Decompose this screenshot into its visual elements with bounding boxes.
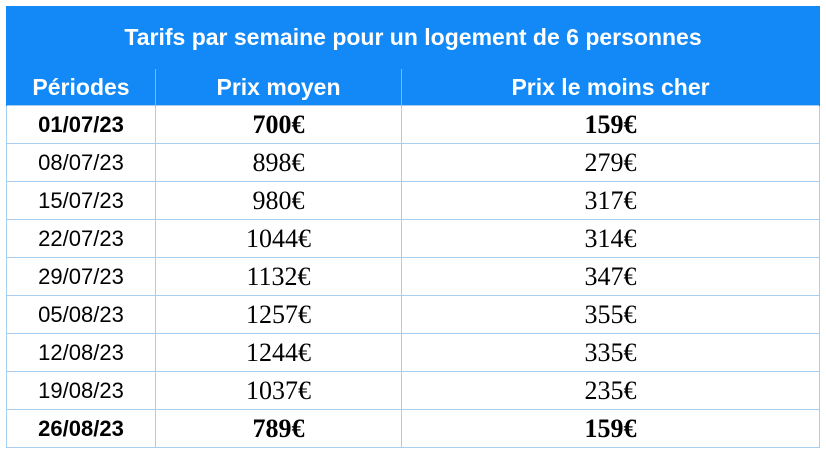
header-periodes: Périodes <box>6 68 156 106</box>
period-cell: 01/07/23 <box>6 105 156 144</box>
avg-price-cell: 1244€ <box>155 333 402 372</box>
min-price-cell: 159€ <box>400 105 821 144</box>
avg-price-cell: 1257€ <box>155 295 402 334</box>
period-cell: 26/08/23 <box>6 409 156 448</box>
header-prix-moins-cher: Prix le moins cher <box>400 68 821 106</box>
table-row: 19/08/23 1037€ 235€ <box>6 371 821 410</box>
min-price-cell: 159€ <box>400 409 821 448</box>
min-price-cell: 347€ <box>400 257 821 296</box>
avg-price-cell: 700€ <box>155 105 402 144</box>
avg-price-cell: 1132€ <box>155 257 402 296</box>
min-price-cell: 235€ <box>400 371 821 410</box>
table-row: 01/07/23 700€ 159€ <box>6 105 821 144</box>
table-row: 12/08/23 1244€ 335€ <box>6 333 821 372</box>
avg-price-cell: 1044€ <box>155 219 402 258</box>
table-title: Tarifs par semaine pour un logement de 6… <box>5 6 821 69</box>
avg-price-cell: 898€ <box>155 143 402 182</box>
period-cell: 08/07/23 <box>6 143 156 182</box>
price-table: Tarifs par semaine pour un logement de 6… <box>5 6 821 448</box>
period-cell: 15/07/23 <box>6 181 156 220</box>
header-prix-moyen: Prix moyen <box>155 68 402 106</box>
period-cell: 29/07/23 <box>6 257 156 296</box>
avg-price-cell: 1037€ <box>155 371 402 410</box>
period-cell: 05/08/23 <box>6 295 156 334</box>
table-row: 08/07/23 898€ 279€ <box>6 143 821 182</box>
avg-price-cell: 980€ <box>155 181 402 220</box>
min-price-cell: 355€ <box>400 295 821 334</box>
table-title-row: Tarifs par semaine pour un logement de 6… <box>5 6 821 69</box>
avg-price-cell: 789€ <box>155 409 402 448</box>
table-row: 22/07/23 1044€ 314€ <box>6 219 821 258</box>
period-cell: 22/07/23 <box>6 219 156 258</box>
table-header-row: Périodes Prix moyen Prix le moins cher <box>6 68 821 106</box>
table-row: 15/07/23 980€ 317€ <box>6 181 821 220</box>
table-row: 26/08/23 789€ 159€ <box>6 409 821 448</box>
min-price-cell: 335€ <box>400 333 821 372</box>
period-cell: 12/08/23 <box>6 333 156 372</box>
period-cell: 19/08/23 <box>6 371 156 410</box>
table-row: 05/08/23 1257€ 355€ <box>6 295 821 334</box>
min-price-cell: 317€ <box>400 181 821 220</box>
min-price-cell: 279€ <box>400 143 821 182</box>
min-price-cell: 314€ <box>400 219 821 258</box>
table-row: 29/07/23 1132€ 347€ <box>6 257 821 296</box>
